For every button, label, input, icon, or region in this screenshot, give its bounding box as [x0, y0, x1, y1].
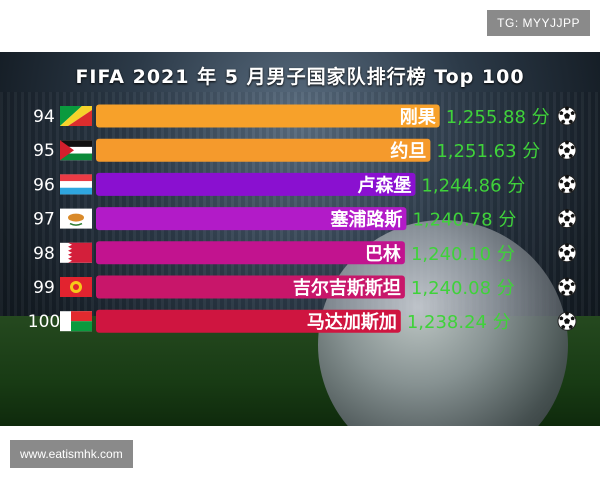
soccer-ball-icon — [557, 243, 577, 263]
bar-name-label: 巴林 — [365, 243, 401, 265]
soccer-ball-icon — [557, 140, 577, 160]
value-label: 1,244.86 分 — [421, 175, 525, 196]
value-label: 1,240.08 分 — [411, 278, 515, 299]
rank-label: 94 — [33, 107, 55, 127]
soccer-ball-icon — [557, 208, 577, 229]
bar-name-label: 约旦 — [390, 140, 426, 162]
rank-label: 96 — [33, 175, 55, 195]
bar — [96, 241, 405, 265]
chart-panel: FIFA 2021 年 5 月男子国家队排行榜 Top 100 94 刚果 1,25… — [0, 52, 600, 426]
jordan-flag-icon — [60, 140, 92, 161]
rank-label: 99 — [33, 278, 55, 298]
soccer-ball-icon — [557, 311, 577, 331]
luxembourg-flag-icon — [60, 174, 92, 195]
value-label: 1,255.88 分 — [446, 107, 550, 128]
bar-name-label: 吉尔吉斯斯坦 — [293, 277, 401, 299]
rank-label: 98 — [33, 244, 55, 264]
soccer-ball-icon — [557, 277, 577, 297]
bar — [96, 138, 431, 162]
chart-title: FIFA 2021 年 5 月男子国家队排行榜 Top 100 — [75, 66, 525, 88]
bar-name-label: 刚果 — [400, 107, 437, 128]
watermark-bottom: www.eatismhk.com — [10, 440, 133, 468]
kyrgyzstan-flag-icon — [60, 277, 92, 297]
bar — [96, 172, 416, 196]
soccer-ball-icon — [557, 106, 577, 126]
madagascar-flag-icon — [60, 311, 92, 332]
rank-label: 95 — [33, 141, 55, 161]
value-label: 1,238.24 分 — [407, 312, 511, 333]
bar-name-label: 塞浦路斯 — [330, 209, 402, 231]
rank-label: 97 — [33, 210, 55, 230]
bar — [96, 309, 401, 333]
bahrain-flag-icon — [60, 242, 92, 263]
rank-label: 100 — [28, 312, 60, 332]
bar — [96, 207, 407, 231]
soccer-ball-icon — [557, 174, 577, 194]
bar — [96, 275, 405, 299]
bar-chart: 94 刚果 1,255.88 分 95 约旦 1,251.63 分 96 卢森堡 1,244.8… — [28, 104, 577, 333]
bar — [96, 104, 440, 128]
value-label: 1,240.78 分 — [412, 210, 516, 231]
value-label: 1,240.10 分 — [411, 244, 515, 265]
cyprus-flag-icon — [60, 208, 92, 229]
bar-name-label: 马达加斯加 — [307, 311, 397, 333]
value-label: 1,251.63 分 — [436, 141, 540, 162]
bar-name-label: 卢森堡 — [357, 174, 411, 196]
watermark-top: TG: MYYJJPP — [487, 10, 590, 36]
congo-flag-icon — [60, 106, 92, 126]
